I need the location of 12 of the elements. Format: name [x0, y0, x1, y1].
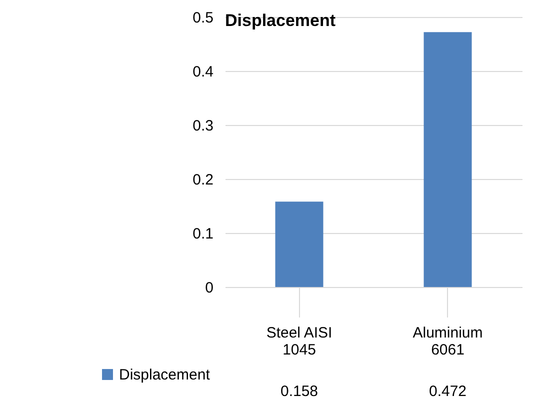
- y-tick-label: 0.2: [192, 172, 214, 188]
- y-tick-label: 0: [205, 280, 214, 296]
- data-label: 0.158: [280, 383, 318, 400]
- legend-label: Displacement: [119, 366, 211, 384]
- x-tick-label: Aluminium 6061: [412, 324, 483, 358]
- y-tick-label: 0.1: [192, 226, 214, 242]
- y-tick-label: 0.5: [192, 10, 214, 26]
- y-tick-label: 0.3: [192, 118, 214, 134]
- y-tick-label: 0.4: [192, 64, 214, 80]
- x-tick-label: Steel AISI 1045: [266, 324, 332, 358]
- data-label: 0.472: [428, 383, 467, 400]
- chart-title: Displacement: [225, 11, 336, 30]
